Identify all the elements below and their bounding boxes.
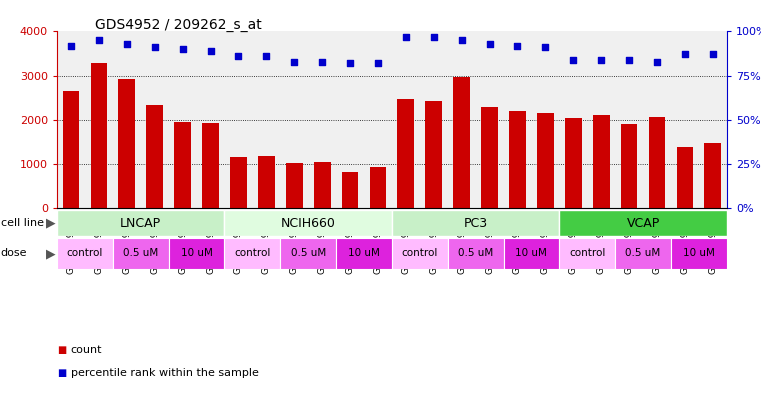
Point [456,37,468,44]
Point [65,42,77,49]
Bar [537,113,554,208]
Point [567,57,579,63]
Bar [671,238,727,269]
Bar [615,238,671,269]
Bar [146,105,163,208]
Text: LNCAP: LNCAP [120,217,161,230]
Bar [314,162,330,208]
Text: 0.5 uM: 0.5 uM [123,248,158,259]
Point [205,48,217,54]
Text: GDS4952 / 209262_s_at: GDS4952 / 209262_s_at [95,18,262,32]
Bar [57,210,224,236]
Bar [91,63,107,208]
Bar [57,238,113,269]
Point [121,40,133,47]
Text: ▶: ▶ [46,247,56,260]
Point [372,60,384,66]
Text: dose: dose [1,248,27,259]
Point [511,42,524,49]
Point [232,53,244,59]
Text: 0.5 uM: 0.5 uM [291,248,326,259]
Text: PC3: PC3 [463,217,488,230]
Point [428,33,440,40]
Bar [230,156,247,208]
Point [177,46,189,52]
Text: ■: ■ [57,345,66,355]
Text: cell line: cell line [1,218,44,228]
Text: ■: ■ [57,368,66,378]
Point [707,51,719,57]
Bar [565,118,581,208]
Point [679,51,691,57]
Bar [62,91,79,208]
Text: control: control [569,248,606,259]
Bar [509,112,526,208]
Bar [169,238,224,269]
Text: control: control [402,248,438,259]
Bar [342,172,358,208]
Text: NCIH660: NCIH660 [281,217,336,230]
Text: 10 uM: 10 uM [348,248,380,259]
Text: 0.5 uM: 0.5 uM [458,248,493,259]
Bar [648,117,665,208]
Text: control: control [234,248,271,259]
Bar [224,238,280,269]
Point [93,37,105,44]
Point [483,40,495,47]
Bar [258,156,275,208]
Bar [425,101,442,208]
Bar [119,79,135,208]
Text: 10 uM: 10 uM [180,248,212,259]
Point [651,58,663,64]
Bar [113,238,169,269]
Bar [286,163,303,208]
Bar [224,210,392,236]
Point [148,44,161,50]
Text: 10 uM: 10 uM [515,248,547,259]
Point [288,58,301,64]
Bar [370,167,387,208]
Point [400,33,412,40]
Bar [621,124,638,208]
Bar [392,238,447,269]
Text: 10 uM: 10 uM [683,248,715,259]
Bar [336,238,392,269]
Bar [280,238,336,269]
Bar [593,116,610,208]
Text: percentile rank within the sample: percentile rank within the sample [71,368,259,378]
Text: 0.5 uM: 0.5 uM [626,248,661,259]
Bar [559,238,615,269]
Text: VCAP: VCAP [626,217,660,230]
Text: ▶: ▶ [46,217,56,230]
Point [344,60,356,66]
Bar [454,77,470,208]
Bar [174,122,191,208]
Text: control: control [67,248,103,259]
Point [595,57,607,63]
Point [260,53,272,59]
Text: count: count [71,345,102,355]
Bar [397,99,414,208]
Point [316,58,328,64]
Point [623,57,635,63]
Bar [481,107,498,208]
Bar [504,238,559,269]
Bar [677,147,693,208]
Bar [705,143,721,208]
Bar [392,210,559,236]
Bar [202,123,219,208]
Point [540,44,552,50]
Bar [559,210,727,236]
Bar [447,238,504,269]
